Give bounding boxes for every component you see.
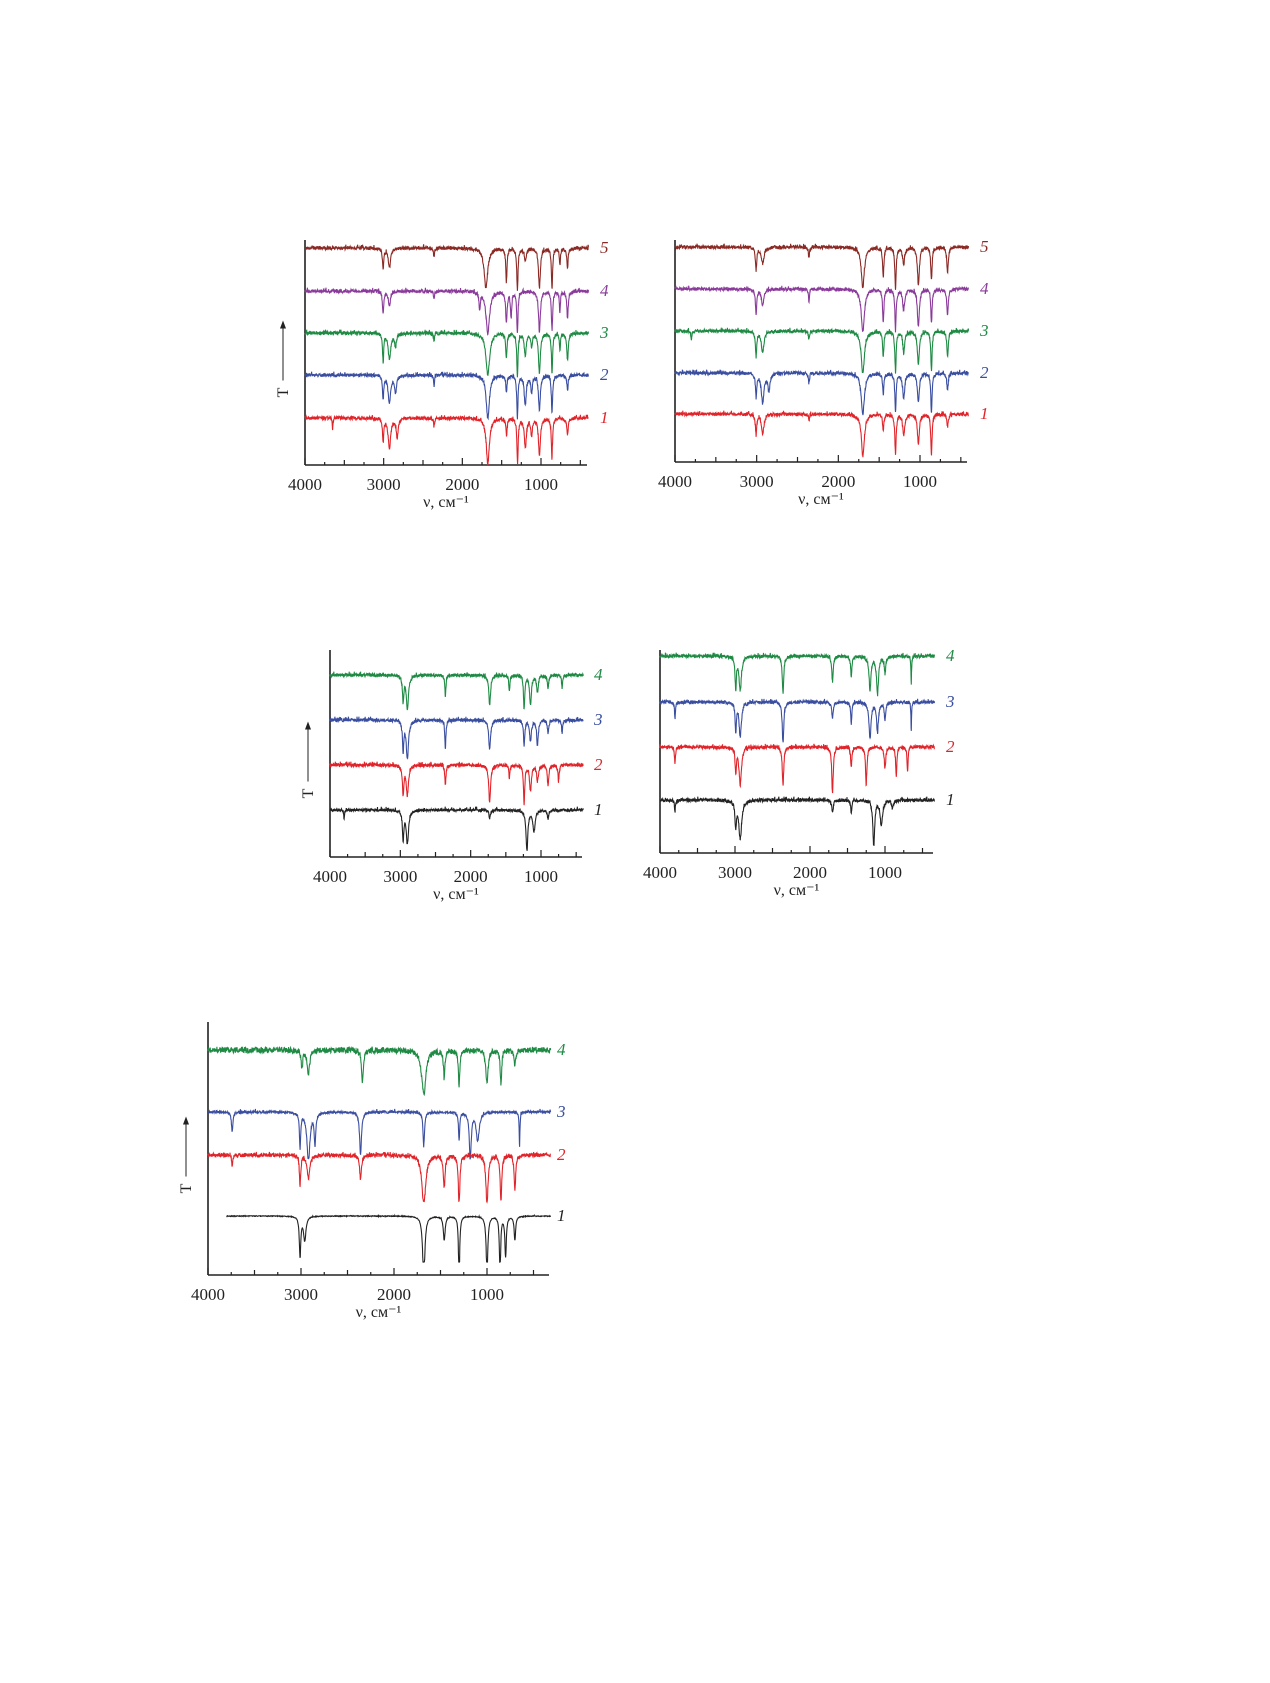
x-tick-label: 4000 — [288, 475, 322, 494]
series-label: 4 — [946, 646, 955, 665]
series-label: 3 — [593, 710, 603, 729]
x-tick-label: 2000 — [821, 472, 855, 491]
spectrum-line-3 — [304, 329, 589, 378]
series-label: 4 — [594, 665, 603, 684]
spectrum-panel-a: 4000 3000 2000 1000 ν, см⁻¹ T 5 4 3 2 1 — [275, 238, 609, 511]
y-axis-label: T — [300, 788, 317, 798]
series-label: 1 — [980, 404, 989, 423]
series-label: 3 — [945, 692, 955, 711]
spectrum-line-1 — [304, 414, 589, 467]
spectrum-line-5 — [304, 244, 589, 291]
series-label: 4 — [600, 281, 609, 300]
x-tick-label: 1000 — [868, 863, 902, 882]
x-tick-label: 2000 — [454, 867, 488, 886]
y-axis-arrowhead — [183, 1116, 189, 1125]
series-label: 1 — [594, 800, 603, 819]
spectrum-panel-d: 4000 3000 2000 1000 ν, см⁻¹ 4 3 2 1 — [643, 646, 955, 899]
spectrum-line-4 — [329, 671, 584, 711]
spectrum-line-4 — [659, 652, 936, 697]
spectrum-line-2 — [304, 371, 589, 421]
series-label: 5 — [980, 237, 989, 256]
y-axis-label: T — [178, 1183, 195, 1193]
x-tick-label: 3000 — [740, 472, 774, 491]
y-axis-arrowhead — [305, 721, 311, 730]
series-label: 1 — [600, 408, 609, 427]
x-tick-label: 3000 — [718, 863, 752, 882]
x-tick-label: 3000 — [284, 1285, 318, 1304]
series-label: 2 — [557, 1145, 566, 1164]
spectrum-line-2 — [329, 761, 584, 806]
spectrum-line-2 — [659, 743, 935, 794]
spectrum-line-1 — [329, 806, 584, 851]
x-tick-label: 4000 — [643, 863, 677, 882]
x-tick-label: 4000 — [191, 1285, 225, 1304]
x-axis-label: ν, см⁻¹ — [423, 494, 469, 511]
series-label: 2 — [980, 363, 989, 382]
spectrum-panel-e: 4000 3000 2000 1000 ν, см⁻¹ T 4 3 2 1 — [178, 1022, 566, 1321]
y-axis-label: T — [275, 387, 292, 397]
x-tick-label: 4000 — [658, 472, 692, 491]
x-axis-label: ν, см⁻¹ — [433, 886, 479, 903]
series-label: 4 — [980, 279, 989, 298]
series-label: 2 — [600, 365, 609, 384]
x-tick-label: 2000 — [445, 475, 479, 494]
spectrum-line-1 — [226, 1213, 552, 1263]
spectrum-line-4 — [207, 1045, 552, 1097]
x-tick-label: 3000 — [367, 475, 401, 494]
x-tick-label: 2000 — [377, 1285, 411, 1304]
x-tick-label: 4000 — [313, 867, 347, 886]
x-axis-label: ν, см⁻¹ — [774, 882, 820, 899]
spectrum-line-1 — [659, 796, 936, 846]
series-label: 2 — [946, 737, 955, 756]
x-tick-label: 3000 — [383, 867, 417, 886]
spectrum-line-2 — [207, 1151, 551, 1204]
series-label: 3 — [979, 321, 989, 340]
spectrum-line-1 — [674, 410, 969, 458]
spectrum-line-5 — [674, 243, 970, 290]
spectrum-panel-b: 4000 3000 2000 1000 ν, см⁻¹ 5 4 3 2 1 — [658, 237, 989, 508]
spectrum-line-4 — [304, 287, 589, 336]
x-axis-label: ν, см⁻¹ — [798, 491, 844, 508]
spectrum-line-3 — [207, 1108, 552, 1160]
spectrum-line-3 — [674, 327, 970, 374]
spectrum-line-2 — [674, 369, 969, 416]
x-tick-label: 1000 — [903, 472, 937, 491]
x-axis-label: ν, см⁻¹ — [356, 1304, 402, 1321]
series-label: 3 — [599, 323, 609, 342]
spectrum-line-3 — [329, 716, 584, 760]
y-axis-arrowhead — [280, 320, 286, 329]
x-tick-label: 1000 — [524, 475, 558, 494]
x-tick-label: 2000 — [793, 863, 827, 882]
x-tick-label: 1000 — [524, 867, 558, 886]
series-label: 1 — [946, 790, 955, 809]
x-tick-label: 1000 — [470, 1285, 504, 1304]
spectrum-panel-c: 4000 3000 2000 1000 ν, см⁻¹ T 4 3 2 1 — [300, 650, 603, 903]
series-label: 1 — [557, 1206, 566, 1225]
series-label: 2 — [594, 755, 603, 774]
series-label: 5 — [600, 238, 609, 257]
spectrum-line-3 — [659, 698, 936, 743]
series-label: 3 — [556, 1102, 566, 1121]
spectrum-line-4 — [674, 285, 970, 333]
series-label: 4 — [557, 1040, 566, 1059]
